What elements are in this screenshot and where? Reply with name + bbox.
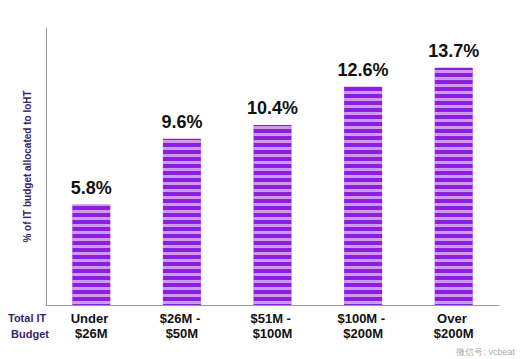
svg-text:5.8%: 5.8% [71,178,112,198]
svg-text:$100M: $100M [253,326,293,341]
svg-text:$26M: $26M [75,326,108,341]
svg-text:$51M -: $51M - [250,311,294,326]
svg-text:$26M -: $26M - [160,311,204,326]
svg-text:% of IT budget allocated to Io: % of IT budget allocated to IoHT [22,90,33,242]
svg-text:Total IT: Total IT [8,312,47,324]
svg-text:$50M: $50M [166,326,199,341]
svg-text:10.4%: 10.4% [247,98,298,118]
svg-text:$200M: $200M [434,326,474,341]
svg-text:$200M: $200M [343,326,383,341]
svg-text:13.7%: 13.7% [428,41,479,61]
svg-text:Over: Over [437,311,470,326]
svg-text:Budget: Budget [8,328,49,340]
svg-text:$100M -: $100M - [337,311,388,326]
svg-text:Under: Under [71,311,112,326]
svg-text:12.6%: 12.6% [338,60,389,80]
svg-text:微信号: vcbeat: 微信号: vcbeat [456,347,515,357]
svg-text:9.6%: 9.6% [161,112,202,132]
